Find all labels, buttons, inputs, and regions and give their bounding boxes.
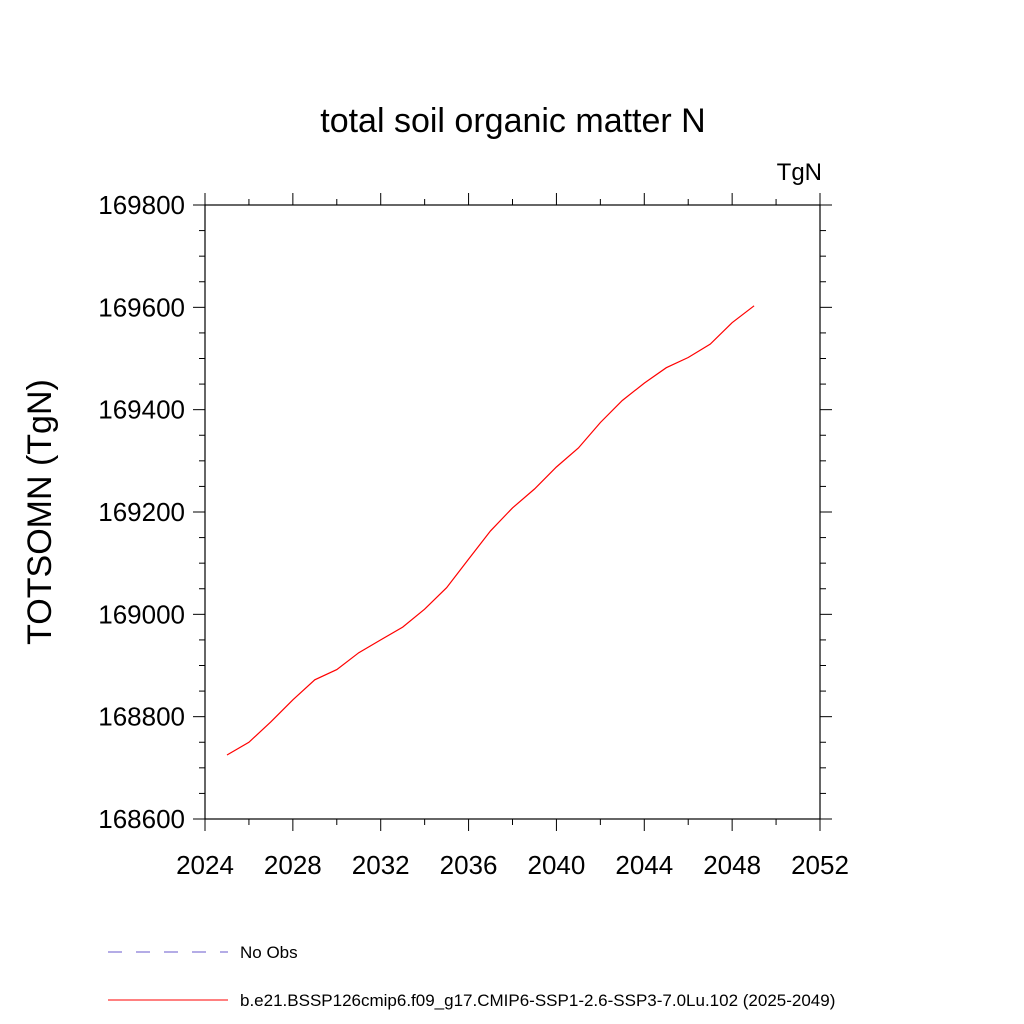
legend: No Obs b.e21.BSSP126cmip6.f09_g17.CMIP6-S… [108, 943, 835, 1010]
plot-frame [204, 204, 821, 820]
x-tick-label: 2040 [528, 850, 586, 880]
x-tick-label: 2028 [264, 850, 322, 880]
y-tick-label: 169600 [98, 292, 185, 322]
y-tick-label: 169800 [98, 190, 185, 220]
units-label: TgN [777, 159, 822, 186]
x-tick-label: 2036 [440, 850, 498, 880]
series-line [226, 305, 755, 756]
legend-label: b.e21.BSSP126cmip6.f09_g17.CMIP6-SSP1-2.… [240, 991, 835, 1010]
x-tick-label: 2052 [791, 850, 849, 880]
x-tick-label: 2032 [352, 850, 410, 880]
y-tick-label: 169200 [98, 497, 185, 527]
x-ticks: 2024 2028 2032 2036 2040 2044 2048 2052 [176, 193, 849, 880]
chart-title: total soil organic matter N [320, 102, 706, 140]
y-ticks: 168600 168800 169000 169200 169400 169600 1698… [98, 190, 832, 834]
plot-lines [226, 305, 755, 756]
y-axis-label: TOTSOMN (TgN) [21, 379, 59, 645]
legend-label: No Obs [240, 943, 298, 962]
y-tick-label: 169400 [98, 395, 185, 425]
x-tick-label: 2024 [176, 850, 234, 880]
x-tick-label: 2048 [703, 850, 761, 880]
y-tick-label: 169000 [98, 599, 185, 629]
x-tick-label: 2044 [615, 850, 673, 880]
y-tick-label: 168600 [98, 804, 185, 834]
y-tick-label: 168800 [98, 702, 185, 732]
